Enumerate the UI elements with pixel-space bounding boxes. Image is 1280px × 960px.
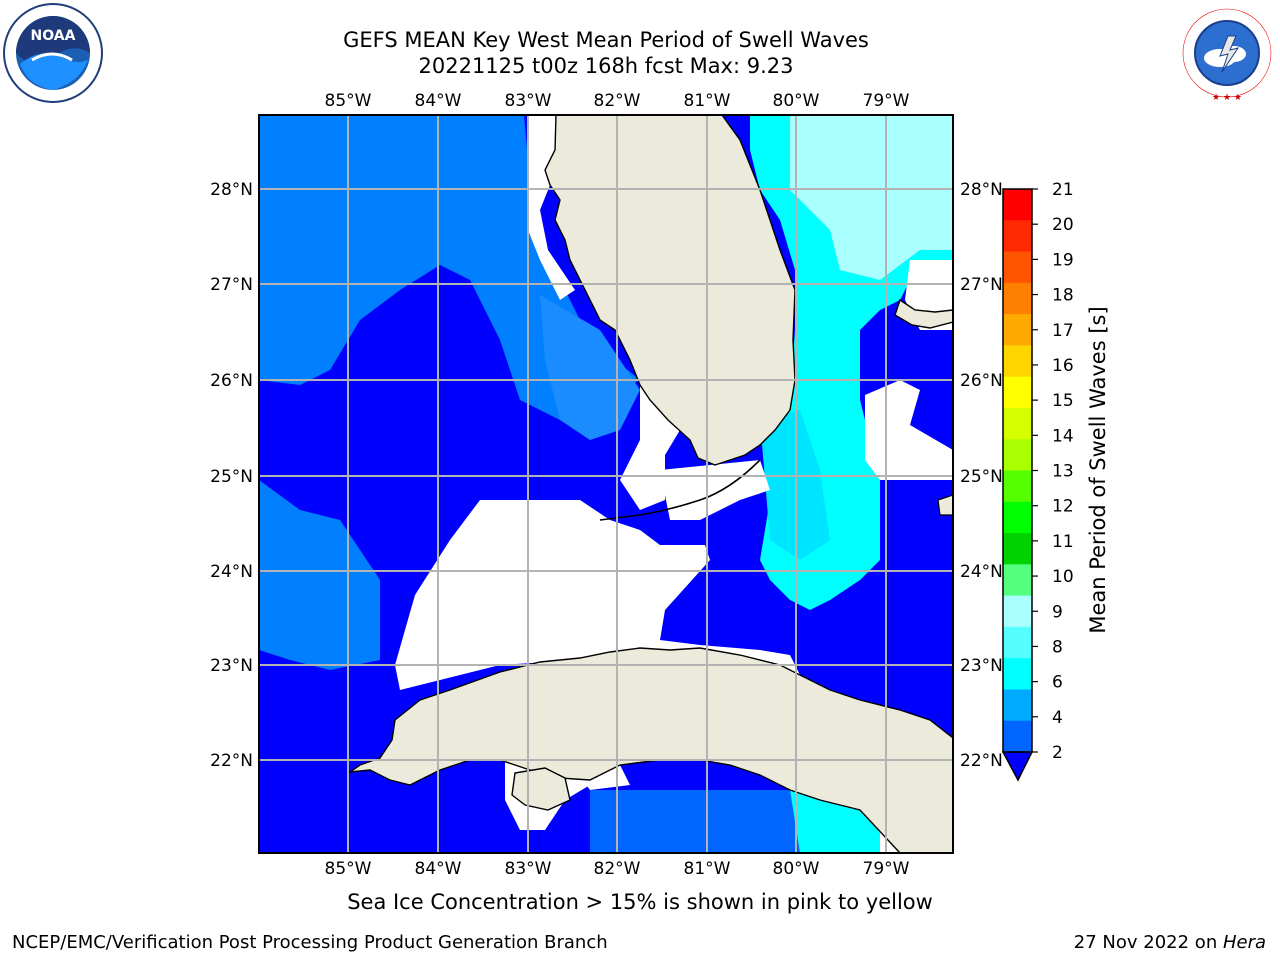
colorbar-segment	[1003, 314, 1032, 346]
lon-label: 82°W	[594, 859, 641, 879]
colorbar-tick-label: 17	[1052, 321, 1074, 341]
colorbar-segment	[1003, 626, 1032, 659]
colorbar-segment	[1003, 720, 1032, 753]
sea-ice-caption-text: Sea Ice Concentration > 15% is shown in …	[347, 890, 933, 914]
colorbar-segment	[1003, 220, 1032, 253]
colorbar-label: Mean Period of Swell Waves [s]	[1086, 306, 1110, 633]
colorbar-tick-label: 8	[1052, 637, 1063, 657]
lat-label: 28°N	[960, 180, 1003, 200]
lon-label: 79°W	[863, 859, 910, 879]
lat-label: 23°N	[210, 656, 253, 676]
lat-label: 24°N	[210, 562, 253, 582]
colorbar-tick-label: 9	[1052, 602, 1063, 622]
lon-label: 84°W	[415, 91, 462, 111]
footer-host: Hera	[1222, 932, 1266, 953]
lat-label: 23°N	[960, 656, 1003, 676]
noaa-logo-text: NOAA	[31, 28, 76, 44]
swell-band-4-6	[259, 480, 380, 670]
colorbar-segment	[1003, 345, 1032, 378]
colorbar-extend-arrow	[1001, 751, 1034, 782]
lat-label: 22°N	[210, 751, 253, 771]
lat-label: 22°N	[960, 751, 1003, 771]
colorbar-tick-label: 19	[1052, 250, 1074, 270]
colorbar-tick-label: 13	[1052, 462, 1074, 482]
lon-label: 81°W	[684, 91, 731, 111]
colorbar-tick-label: 20	[1052, 215, 1074, 235]
lon-label: 81°W	[684, 859, 731, 879]
lon-label: 85°W	[325, 91, 372, 111]
lon-labels-bottom: 85°W 84°W 83°W 82°W 81°W 80°W 79°W	[325, 859, 910, 879]
colorbar-segment	[1003, 501, 1032, 534]
colorbar-tick-label: 21	[1052, 180, 1074, 200]
nws-logo: ★ ★ ★	[1178, 4, 1276, 103]
footer-date: 27 Nov 2022 on Hera	[1074, 932, 1266, 953]
graticule	[259, 115, 953, 853]
lat-labels-right: 28°N 27°N 26°N 25°N 24°N 23°N 22°N	[960, 180, 1003, 771]
colorbar-tick-label: 15	[1052, 391, 1074, 411]
colorbar-tick-label: 6	[1052, 673, 1063, 693]
lon-label: 83°W	[505, 91, 552, 111]
colorbar-segment	[1003, 595, 1032, 628]
colorbar-tick-label: 18	[1052, 286, 1074, 306]
sea-ice-caption: Sea Ice Concentration > 15% is shown in …	[0, 890, 1280, 914]
colorbar-tick-label: 12	[1052, 497, 1074, 517]
lon-label: 79°W	[863, 91, 910, 111]
colorbar-tick-label: 11	[1052, 532, 1074, 552]
colorbar-segment	[1003, 564, 1032, 597]
land-cuba	[347, 647, 953, 853]
lat-label: 27°N	[210, 275, 253, 295]
colorbar: 21 20 19 18 17 16 15 14 13 12 11 10 9 8 6 4 2 Mean Perio…	[1001, 180, 1110, 782]
colorbar-segment	[1003, 533, 1032, 565]
map-subtitle: 20221125 t00z 168h fcst Max: 9.23	[418, 54, 794, 78]
lon-label: 84°W	[415, 859, 462, 879]
map-frame	[258, 114, 954, 854]
colorbar-tick-label: 16	[1052, 356, 1074, 376]
colorbar-segment	[1003, 407, 1032, 440]
colorbar-segment	[1003, 251, 1032, 284]
lat-label: 24°N	[960, 562, 1003, 582]
colorbar-segment	[1003, 439, 1032, 471]
lat-label: 26°N	[960, 371, 1003, 391]
lon-label: 80°W	[773, 91, 820, 111]
lat-labels-left: 28°N 27°N 26°N 25°N 24°N 23°N 22°N	[210, 180, 253, 771]
colorbar-tick-label: 2	[1052, 743, 1063, 763]
lat-label: 25°N	[960, 467, 1003, 487]
colorbar-segment	[1003, 189, 1032, 221]
colorbar-segment	[1003, 376, 1032, 409]
colorbar-tick-label: 4	[1052, 708, 1063, 728]
colorbar-segment	[1003, 282, 1032, 315]
colorbar-tick-label: 14	[1052, 426, 1074, 446]
swell-band-8-9	[790, 115, 953, 280]
footer-date-text: 27 Nov 2022 on	[1073, 932, 1223, 953]
lat-label: 25°N	[210, 467, 253, 487]
colorbar-segment	[1003, 689, 1032, 722]
colorbar-segment	[1003, 470, 1032, 503]
land-isla-juventud	[511, 767, 571, 811]
land-bahamas	[894, 298, 953, 329]
footer-branch: NCEP/EMC/Verification Post Processing Pr…	[12, 932, 608, 953]
lat-label: 28°N	[210, 180, 253, 200]
lat-label: 27°N	[960, 275, 1003, 295]
noaa-logo: NOAA	[3, 3, 103, 103]
lon-label: 83°W	[505, 859, 552, 879]
lon-label: 82°W	[594, 91, 641, 111]
lat-label: 26°N	[210, 371, 253, 391]
lon-label: 80°W	[773, 859, 820, 879]
map-area	[259, 115, 953, 853]
map-title: GEFS MEAN Key West Mean Period of Swell …	[343, 28, 869, 52]
svg-text:★ ★ ★: ★ ★ ★	[1212, 93, 1242, 103]
no-data-region	[395, 500, 800, 690]
colorbar-segment	[1003, 658, 1032, 690]
lon-labels-top: 85°W 84°W 83°W 82°W 81°W 80°W 79°W	[325, 91, 910, 111]
lon-label: 85°W	[325, 859, 372, 879]
colorbar-tick-label: 10	[1052, 567, 1074, 587]
